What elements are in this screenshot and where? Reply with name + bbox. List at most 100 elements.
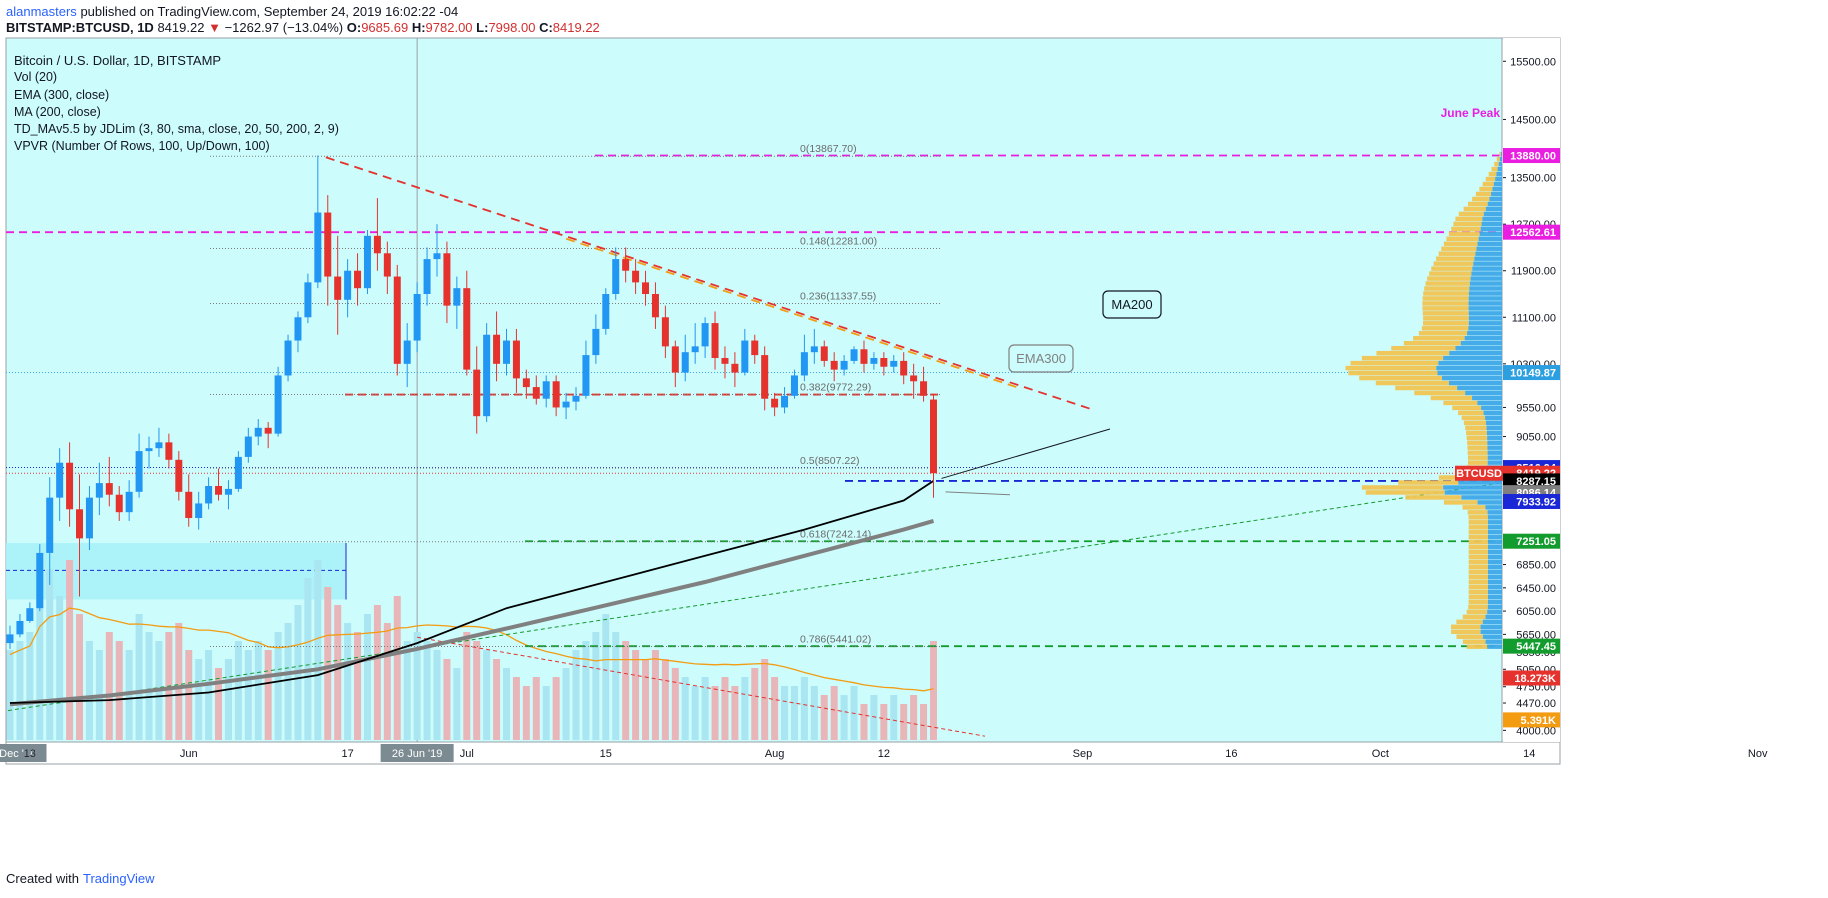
volume-bar — [215, 668, 223, 740]
volume-bar — [493, 659, 501, 740]
vpvr-up-row — [1488, 534, 1502, 540]
vpvr-up-row — [1492, 186, 1502, 192]
price-change: −1262.97 (−13.04%) — [224, 20, 344, 35]
time-tick-label: 16 — [1225, 748, 1237, 760]
volume-bar — [929, 641, 937, 740]
last-price: 8419.22 — [157, 20, 205, 35]
vpvr-down-row — [1468, 460, 1488, 465]
legend-td[interactable]: TD_MAv5.5 by JDLim (3, 80, sma, close, 2… — [14, 122, 339, 137]
candle-body — [344, 270, 352, 300]
vpvr-up-row — [1485, 206, 1502, 212]
vpvr-up-row — [1473, 261, 1502, 266]
candle-body — [661, 317, 669, 347]
candle-body — [572, 395, 580, 402]
vpvr-down-row — [1398, 480, 1459, 485]
price-label-text: 5.391K — [1521, 715, 1557, 727]
vpvr-down-row — [1468, 520, 1489, 525]
volume-bar — [761, 659, 769, 740]
vpvr-up-row — [1489, 196, 1502, 202]
candle-body — [761, 355, 769, 399]
vpvr-down-row — [1418, 331, 1468, 336]
volume-bar — [403, 641, 411, 740]
candle-body — [66, 462, 74, 510]
ohlc-line: BITSTAMP:BTCUSD, 1D 8419.22 ▼ −1262.97 (… — [6, 20, 600, 35]
vpvr-down-row — [1468, 564, 1489, 570]
vpvr-down-row — [1466, 609, 1488, 615]
volume-bar — [473, 641, 481, 740]
vpvr-down-row — [1456, 619, 1483, 625]
candle-body — [721, 358, 729, 364]
vpvr-down-row — [1482, 181, 1494, 187]
down-arrow-icon: ▼ — [208, 20, 221, 35]
volume-bar — [443, 659, 451, 740]
vpvr-down-row — [1461, 415, 1486, 421]
vpvr-down-row — [1423, 291, 1469, 296]
vpvr-down-row — [1376, 350, 1450, 356]
candle-body — [870, 358, 878, 364]
volume-bar — [572, 650, 580, 740]
volume-ma-line — [9, 607, 934, 692]
low-value: 7998.00 — [488, 20, 536, 35]
vpvr-down-row — [1422, 296, 1469, 301]
volume-bar — [920, 704, 928, 740]
candle-body — [473, 369, 481, 417]
volume-bar — [26, 632, 34, 740]
vpvr-up-row — [1438, 360, 1502, 366]
vpvr-down-row — [1361, 355, 1444, 361]
legend-vpvr[interactable]: VPVR (Number Of Rows, 100, Up/Down, 100) — [14, 139, 270, 154]
vpvr-up-row — [1479, 231, 1502, 237]
candle-body — [602, 294, 610, 329]
candle-body — [929, 399, 937, 474]
vpvr-down-row — [1468, 579, 1489, 585]
candle-body — [552, 381, 560, 408]
candle-body — [632, 270, 640, 283]
volume-bar — [512, 677, 520, 740]
legend-ema[interactable]: EMA (300, close) — [14, 87, 110, 102]
legend-vol[interactable]: Vol (20) — [14, 70, 58, 85]
vpvr-up-row — [1487, 435, 1502, 440]
volume-bar — [840, 695, 848, 740]
volume-bar — [562, 668, 570, 740]
vpvr-up-row — [1477, 241, 1502, 246]
vpvr-down-row — [1431, 266, 1473, 271]
candle-body — [671, 346, 679, 373]
vpvr-up-row — [1488, 594, 1502, 600]
volume-bar — [66, 560, 74, 740]
candle-body — [383, 253, 391, 277]
vpvr-up-row — [1482, 216, 1502, 222]
volume-bar — [860, 704, 868, 740]
volume-bar — [651, 650, 659, 740]
candle-body — [910, 375, 918, 382]
vpvr-up-row — [1487, 445, 1502, 450]
vpvr-up-row — [1488, 569, 1502, 575]
volume-bar — [314, 560, 322, 740]
candle-body — [294, 317, 302, 341]
ema300-callout[interactable] — [1008, 344, 1074, 373]
volume-bar — [532, 677, 540, 740]
time-highlight-label: 26 Jun '19 — [392, 748, 442, 760]
author-link[interactable]: alanmasters — [6, 4, 77, 19]
candle-body — [751, 340, 759, 356]
vpvr-up-row — [1488, 589, 1502, 595]
vpvr-down-row — [1421, 326, 1469, 331]
volume-bar — [224, 659, 232, 740]
tradingview-link[interactable]: TradingView — [82, 871, 155, 886]
ma200-callout[interactable] — [1102, 290, 1162, 319]
price-label-text: 13880.00 — [1510, 151, 1556, 163]
candle-body — [701, 323, 709, 347]
vpvr-up-row — [1444, 490, 1502, 495]
vpvr-up-row — [1487, 460, 1502, 465]
vpvr-down-row — [1494, 161, 1499, 167]
vpvr-up-row — [1488, 584, 1502, 590]
close-label: C: — [539, 20, 553, 35]
candle-body — [185, 491, 193, 518]
vpvr-down-row — [1456, 634, 1483, 639]
vpvr-down-row — [1467, 440, 1488, 445]
fib-label: 0.618(7242.14) — [800, 529, 871, 541]
volume-bar — [602, 614, 610, 740]
candle-body — [900, 360, 908, 376]
legend-ma[interactable]: MA (200, close) — [14, 104, 101, 119]
volume-bar — [145, 632, 153, 740]
volume-bar — [622, 641, 630, 740]
